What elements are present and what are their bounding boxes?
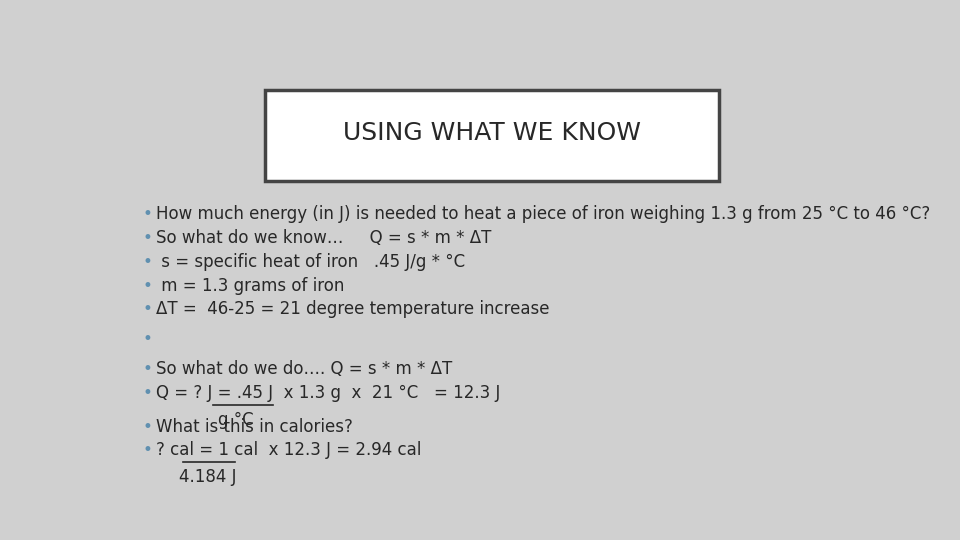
Text: ΔT =  46-25 = 21 degree temperature increase: ΔT = 46-25 = 21 degree temperature incre… bbox=[156, 300, 549, 318]
Text: •: • bbox=[142, 441, 153, 459]
Text: •: • bbox=[142, 360, 153, 378]
Text: •: • bbox=[142, 253, 153, 271]
Text: USING WHAT WE KNOW: USING WHAT WE KNOW bbox=[343, 122, 641, 145]
Text: So what do we do…. Q = s * m * ΔT: So what do we do…. Q = s * m * ΔT bbox=[156, 360, 452, 378]
Text: ? cal = 1 cal  x 12.3 J = 2.94 cal: ? cal = 1 cal x 12.3 J = 2.94 cal bbox=[156, 441, 421, 459]
Text: •: • bbox=[142, 417, 153, 436]
Text: •: • bbox=[142, 206, 153, 224]
Text: 4.184 J: 4.184 J bbox=[180, 468, 236, 487]
Text: m = 1.3 grams of iron: m = 1.3 grams of iron bbox=[156, 276, 344, 295]
Text: So what do we know…     Q = s * m * ΔT: So what do we know… Q = s * m * ΔT bbox=[156, 229, 492, 247]
FancyBboxPatch shape bbox=[265, 90, 719, 181]
Text: How much energy (in J) is needed to heat a piece of iron weighing 1.3 g from 25 : How much energy (in J) is needed to heat… bbox=[156, 206, 930, 224]
Text: •: • bbox=[142, 276, 153, 295]
Text: •: • bbox=[142, 300, 153, 318]
Text: Q = ? J = .45 J  x 1.3 g  x  21 °C   = 12.3 J: Q = ? J = .45 J x 1.3 g x 21 °C = 12.3 J bbox=[156, 384, 500, 402]
Text: •: • bbox=[142, 330, 153, 348]
Text: What is this in calories?: What is this in calories? bbox=[156, 417, 352, 436]
Text: s = specific heat of iron   .45 J/g * °C: s = specific heat of iron .45 J/g * °C bbox=[156, 253, 465, 271]
Text: g °C: g °C bbox=[218, 411, 253, 429]
Text: •: • bbox=[142, 384, 153, 402]
Text: •: • bbox=[142, 229, 153, 247]
